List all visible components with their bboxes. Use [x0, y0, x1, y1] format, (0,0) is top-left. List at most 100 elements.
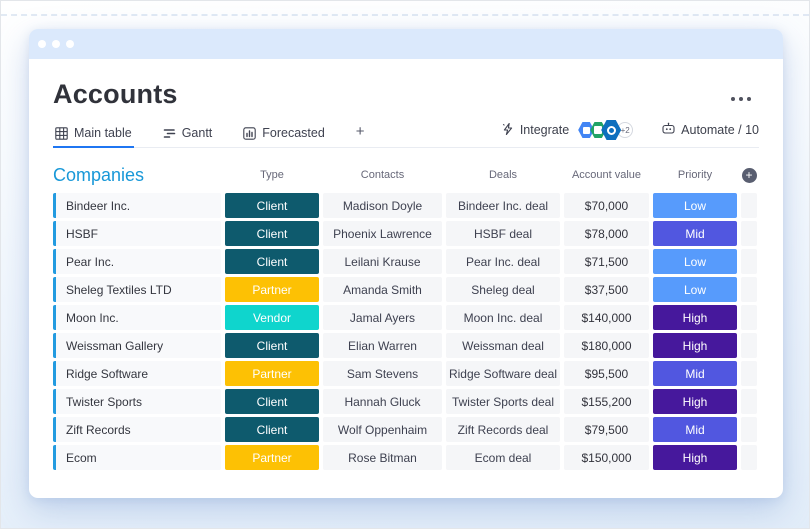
contact-cell[interactable]: Wolf Oppenhaim	[323, 417, 442, 442]
type-chip[interactable]: Partner	[225, 445, 319, 470]
priority-chip[interactable]: Mid	[653, 361, 737, 386]
table-rows: Bindeer Inc. Client Madison Doyle Bindeer I…	[53, 193, 759, 470]
account-value-cell[interactable]: $95,500	[564, 361, 649, 386]
forecasted-icon	[243, 126, 257, 140]
table-row: Twister Sports Client Hannah Gluck Twister …	[53, 389, 759, 414]
deal-cell[interactable]: Sheleg deal	[446, 277, 560, 302]
account-value-cell[interactable]: $140,000	[564, 305, 649, 330]
priority-chip[interactable]: Low	[653, 277, 737, 302]
contact-cell[interactable]: Rose Bitman	[323, 445, 442, 470]
deal-cell[interactable]: Pear Inc. deal	[446, 249, 560, 274]
deal-cell[interactable]: HSBF deal	[446, 221, 560, 246]
contact-cell[interactable]: Amanda Smith	[323, 277, 442, 302]
priority-chip[interactable]: High	[653, 333, 737, 358]
account-value-cell[interactable]: $70,000	[564, 193, 649, 218]
tab-label: Gantt	[181, 126, 213, 140]
main-table-icon	[55, 126, 68, 140]
deal-cell[interactable]: Twister Sports deal	[446, 389, 560, 414]
priority-chip[interactable]: High	[653, 445, 737, 470]
company-cell[interactable]: HSBF	[53, 221, 221, 246]
contact-cell[interactable]: Leilani Krause	[323, 249, 442, 274]
table-header-row: Companies Type Contacts Deals Account va…	[53, 163, 759, 187]
company-cell[interactable]: Sheleg Textiles LTD	[53, 277, 221, 302]
contact-cell[interactable]: Hannah Gluck	[323, 389, 442, 414]
filler-cell	[741, 361, 757, 386]
account-value-cell[interactable]: $180,000	[564, 333, 649, 358]
priority-chip[interactable]: High	[653, 305, 737, 330]
deal-cell[interactable]: Bindeer Inc. deal	[446, 193, 560, 218]
contact-cell[interactable]: Jamal Ayers	[323, 305, 442, 330]
account-value-cell[interactable]: $79,500	[564, 417, 649, 442]
type-chip[interactable]: Client	[225, 249, 319, 274]
deal-cell[interactable]: Moon Inc. deal	[446, 305, 560, 330]
filler-cell	[741, 221, 757, 246]
account-value-cell[interactable]: $37,500	[564, 277, 649, 302]
deal-cell[interactable]: Ecom deal	[446, 445, 560, 470]
type-chip[interactable]: Client	[225, 417, 319, 442]
add-view-button[interactable]: +	[354, 123, 367, 147]
group-title: Companies	[53, 164, 145, 185]
company-cell[interactable]: Weissman Gallery	[53, 333, 221, 358]
table-row: Weissman Gallery Client Elian Warren Weissm…	[53, 333, 759, 358]
company-cell[interactable]: Twister Sports	[53, 389, 221, 414]
type-chip[interactable]: Client	[225, 333, 319, 358]
company-cell[interactable]: Ridge Software	[53, 361, 221, 386]
type-chip[interactable]: Partner	[225, 277, 319, 302]
view-toolbar: Integrate +2 Automate / 10	[501, 120, 759, 147]
priority-chip[interactable]: Low	[653, 193, 737, 218]
tab-gantt[interactable]: Gantt	[161, 126, 215, 147]
type-chip[interactable]: Client	[225, 389, 319, 414]
automate-label: Automate / 10	[681, 123, 759, 137]
table-row: Sheleg Textiles LTD Partner Amanda Smith Sh…	[53, 277, 759, 302]
priority-chip[interactable]: Mid	[653, 221, 737, 246]
window-dot-icon	[38, 40, 46, 48]
type-chip[interactable]: Client	[225, 193, 319, 218]
contact-cell[interactable]: Phoenix Lawrence	[323, 221, 442, 246]
integration-app-badges[interactable]: +2	[578, 120, 634, 140]
ellipsis-icon[interactable]	[727, 93, 755, 105]
company-cell[interactable]: Moon Inc.	[53, 305, 221, 330]
integrate-button[interactable]: Integrate	[501, 122, 569, 139]
deal-cell[interactable]: Weissman deal	[446, 333, 560, 358]
automate-button[interactable]: Automate / 10	[661, 122, 759, 138]
contact-cell[interactable]: Madison Doyle	[323, 193, 442, 218]
account-value-cell[interactable]: $155,200	[564, 389, 649, 414]
account-value-cell[interactable]: $78,000	[564, 221, 649, 246]
deal-cell[interactable]: Ridge Software deal	[446, 361, 560, 386]
app-window: Accounts Main table Gantt	[29, 29, 783, 498]
type-chip[interactable]: Client	[225, 221, 319, 246]
view-tabs: Main table Gantt Forecasted +	[53, 120, 759, 148]
type-chip[interactable]: Partner	[225, 361, 319, 386]
deal-cell[interactable]: Zift Records deal	[446, 417, 560, 442]
account-value-cell[interactable]: $71,500	[564, 249, 649, 274]
table-row: Bindeer Inc. Client Madison Doyle Bindeer I…	[53, 193, 759, 218]
window-titlebar	[29, 29, 783, 59]
priority-chip[interactable]: Low	[653, 249, 737, 274]
window-dot-icon	[66, 40, 74, 48]
company-cell[interactable]: Pear Inc.	[53, 249, 221, 274]
type-chip[interactable]: Vendor	[225, 305, 319, 330]
contact-cell[interactable]: Sam Stevens	[323, 361, 442, 386]
contact-cell[interactable]: Elian Warren	[323, 333, 442, 358]
filler-cell	[741, 445, 757, 470]
filler-cell	[741, 417, 757, 442]
column-header-type: Type	[260, 169, 284, 181]
background-dashed-line	[1, 14, 809, 16]
tab-main-table[interactable]: Main table	[53, 126, 134, 148]
priority-chip[interactable]: Mid	[653, 417, 737, 442]
company-cell[interactable]: Ecom	[53, 445, 221, 470]
add-column-icon[interactable]: +	[741, 167, 757, 183]
company-cell[interactable]: Bindeer Inc.	[53, 193, 221, 218]
filler-cell	[741, 193, 757, 218]
filler-cell	[741, 277, 757, 302]
outlook-app-icon	[601, 120, 622, 140]
priority-chip[interactable]: High	[653, 389, 737, 414]
plus-icon: +	[355, 123, 365, 140]
table-row: Pear Inc. Client Leilani Krause Pear Inc. d…	[53, 249, 759, 274]
company-cell[interactable]: Zift Records	[53, 417, 221, 442]
account-value-cell[interactable]: $150,000	[564, 445, 649, 470]
gantt-icon	[163, 127, 176, 140]
filler-cell	[741, 389, 757, 414]
column-header-deals: Deals	[488, 169, 518, 181]
tab-forecasted[interactable]: Forecasted	[241, 126, 327, 147]
